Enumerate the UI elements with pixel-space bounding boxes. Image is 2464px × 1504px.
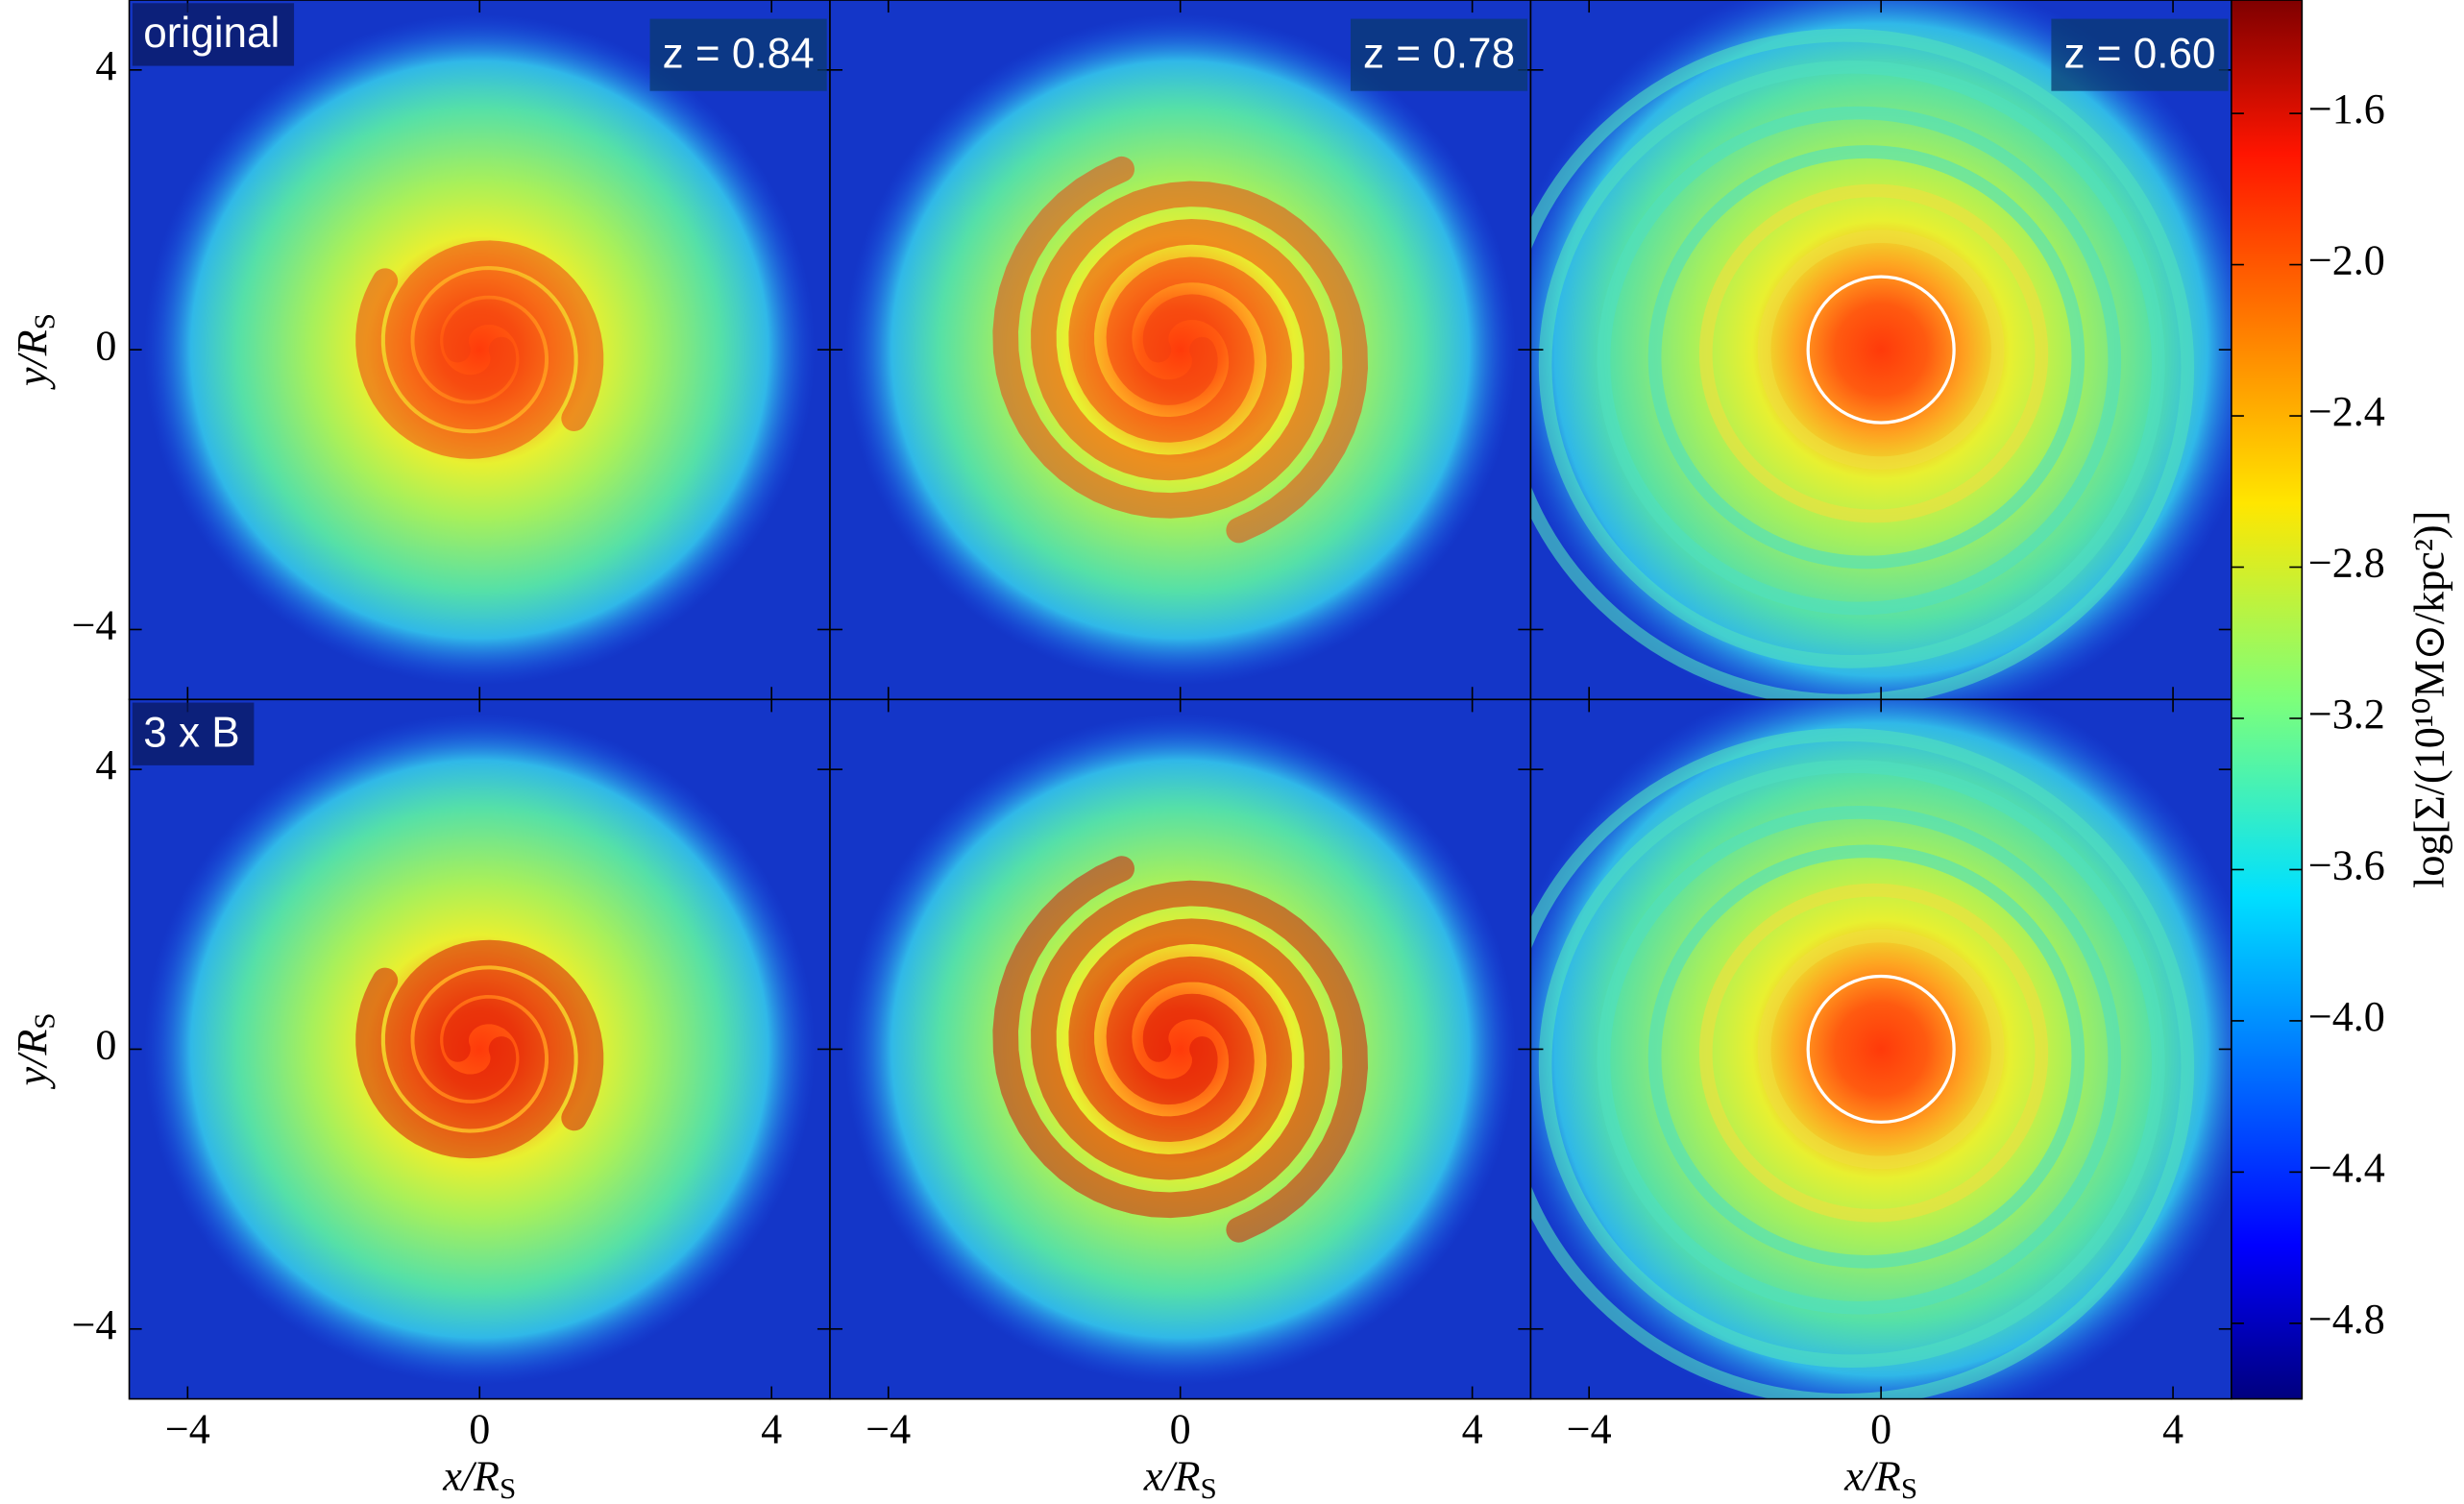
x-tick-label: 0 bbox=[1170, 1406, 1191, 1453]
ring bbox=[1538, 60, 2165, 668]
y-axis-label: y/RS bbox=[9, 313, 61, 390]
column-label: z = 0.84 bbox=[663, 30, 815, 77]
y-tick-label: −4 bbox=[72, 602, 117, 649]
spiral-arm bbox=[355, 967, 574, 1159]
spiral-arm bbox=[384, 240, 604, 431]
y-axis-label: y/RS bbox=[9, 1012, 61, 1089]
row-label: original bbox=[143, 10, 280, 57]
y-tick-label: 0 bbox=[95, 1022, 116, 1069]
x-tick-label: 4 bbox=[761, 1406, 782, 1453]
colorbar-tick-label: −3.6 bbox=[2308, 842, 2385, 889]
x-axis-label-main: x/R bbox=[1143, 1453, 1201, 1500]
x-tick-label: 0 bbox=[1870, 1406, 1891, 1453]
x-axis-label-sub: S bbox=[1200, 1471, 1216, 1504]
column-label: z = 0.60 bbox=[2063, 30, 2215, 77]
colorbar-tick-label: −2.8 bbox=[2308, 540, 2385, 587]
column-label-box bbox=[2051, 18, 2229, 91]
row-label: 3 x B bbox=[143, 709, 239, 756]
y-axis-label-sub: S bbox=[28, 313, 61, 329]
spiral-arm bbox=[355, 268, 574, 459]
ring bbox=[1530, 728, 2194, 1399]
x-axis-label-main: x/R bbox=[1843, 1453, 1901, 1500]
x-tick-label: −4 bbox=[165, 1406, 210, 1453]
x-tick-label: 4 bbox=[1462, 1406, 1483, 1453]
ring bbox=[1757, 230, 2005, 470]
colorbar-tick-label: −2.0 bbox=[2308, 237, 2385, 284]
panel bbox=[129, 699, 830, 1399]
panel bbox=[129, 0, 830, 700]
y-tick-label: 4 bbox=[95, 42, 116, 89]
spiral-arm bbox=[384, 939, 604, 1131]
column-label-box bbox=[649, 18, 827, 91]
ring bbox=[1538, 760, 2165, 1369]
spiral-arm bbox=[992, 156, 1330, 519]
aperture-circle bbox=[1806, 275, 1956, 425]
disk bbox=[844, 713, 1517, 1385]
ring bbox=[1698, 183, 2049, 523]
y-axis-label-main: y/R bbox=[9, 329, 56, 390]
disk bbox=[143, 13, 816, 686]
aperture-circle bbox=[1806, 974, 1956, 1125]
column-label-box bbox=[1350, 18, 1528, 91]
colorbar bbox=[2231, 0, 2304, 1400]
x-axis-label: x/RS bbox=[442, 1453, 516, 1504]
x-axis-label: x/RS bbox=[1143, 1453, 1217, 1504]
disk bbox=[844, 13, 1517, 686]
panel bbox=[1530, 699, 2232, 1399]
ring bbox=[1647, 145, 2086, 570]
disk bbox=[143, 713, 816, 1385]
x-axis-label-sub: S bbox=[1901, 1471, 1917, 1504]
row-label-box bbox=[132, 3, 295, 66]
y-tick-label: 4 bbox=[95, 741, 116, 788]
panel bbox=[829, 699, 1531, 1399]
column-label: z = 0.78 bbox=[1363, 30, 1515, 77]
x-axis-label-sub: S bbox=[500, 1471, 516, 1504]
colorbar-tick-label: −4.0 bbox=[2308, 993, 2385, 1040]
x-tick-label: −4 bbox=[1567, 1406, 1612, 1453]
ring bbox=[1597, 806, 2122, 1315]
spiral-arm bbox=[1031, 880, 1368, 1243]
colorbar-tick-label: −4.8 bbox=[2308, 1296, 2385, 1343]
colorbar-tick-label: −2.4 bbox=[2308, 388, 2385, 435]
x-tick-label: −4 bbox=[866, 1406, 911, 1453]
ring bbox=[1698, 883, 2049, 1223]
x-axis-label: x/RS bbox=[1843, 1453, 1917, 1504]
spiral-arm bbox=[992, 856, 1330, 1219]
panel bbox=[1530, 0, 2232, 700]
x-tick-label: 0 bbox=[469, 1406, 490, 1453]
y-tick-label: 0 bbox=[95, 322, 116, 369]
ring bbox=[1647, 844, 2086, 1269]
spiral-arm bbox=[1031, 181, 1368, 544]
y-axis-label-sub: S bbox=[28, 1012, 61, 1029]
y-axis-label-main: y/R bbox=[9, 1030, 56, 1090]
x-axis-label-main: x/R bbox=[442, 1453, 500, 1500]
colorbar-tick-label: −1.6 bbox=[2308, 85, 2385, 133]
colorbar-tick-label: −3.2 bbox=[2308, 691, 2385, 738]
ring bbox=[1757, 929, 2005, 1170]
ring bbox=[1530, 29, 2194, 700]
y-tick-label: −4 bbox=[72, 1301, 117, 1348]
colorbar-tick-label: −4.4 bbox=[2308, 1144, 2385, 1191]
panel bbox=[829, 0, 1531, 700]
colorbar-label: log[Σ/(10¹⁰M⊙/kpc²)] bbox=[2405, 511, 2452, 888]
ring bbox=[1597, 106, 2122, 616]
row-label-box bbox=[132, 702, 255, 765]
x-tick-label: 4 bbox=[2162, 1406, 2183, 1453]
